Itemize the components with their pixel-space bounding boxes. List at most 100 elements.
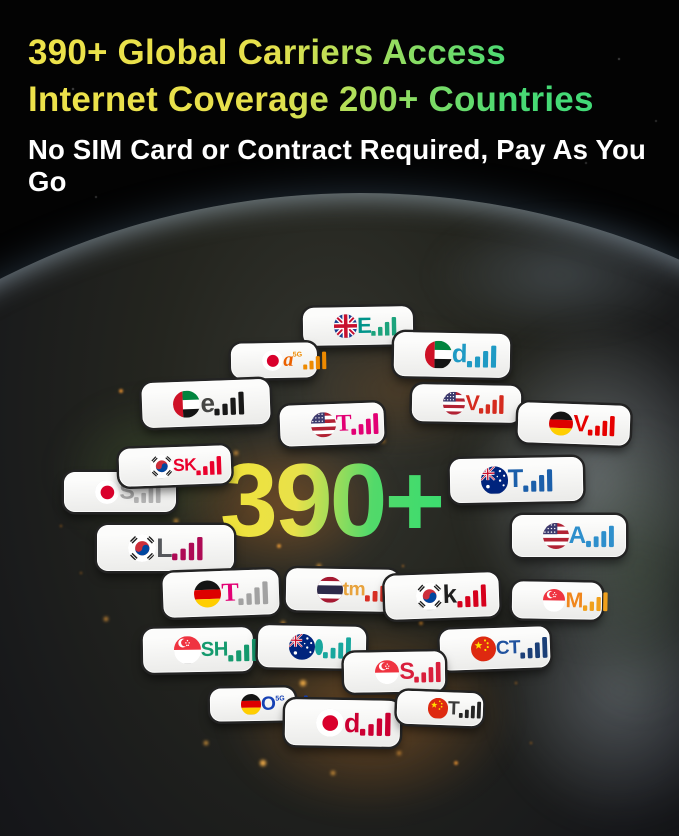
- signal-strength: [479, 394, 505, 415]
- kr-flag-icon: [149, 454, 174, 479]
- carrier-label: T: [220, 577, 239, 608]
- signal-bars-icon: [414, 660, 442, 683]
- carrier-badge-m1: M: [511, 581, 608, 620]
- carrier-label: k: [442, 580, 457, 610]
- carrier-badge-vodafone: V: [517, 402, 631, 446]
- carrier-badge-docomo: d: [284, 699, 401, 747]
- signal-strength: [134, 481, 161, 503]
- headline-line1: 390+ Global Carriers Access: [28, 30, 669, 77]
- signal-strength: [214, 390, 245, 416]
- us-flag-icon: [442, 391, 466, 415]
- carrier-label: V: [572, 410, 589, 437]
- headline-line2: Internet Coverage 200+ Countries: [28, 77, 669, 124]
- carrier-label: SH: [200, 638, 229, 661]
- carrier-badge-singtel: S: [343, 651, 446, 693]
- signal-bars-icon: [456, 582, 487, 608]
- signal-strength: [228, 637, 258, 662]
- signal-strength: [466, 343, 497, 368]
- carrier-label: CT: [495, 636, 521, 659]
- kr-flag-icon: [127, 533, 157, 563]
- carrier-label: T: [335, 409, 352, 437]
- signal-bars-icon: [585, 524, 615, 548]
- sg-flag-icon: [173, 636, 202, 665]
- carrier-label: SK: [172, 454, 197, 476]
- ae-flag-icon: [172, 389, 201, 419]
- carrier-badge-ee: E: [302, 306, 414, 346]
- us-flag-icon: [542, 522, 569, 550]
- carrier-badge-starhub: SH: [142, 627, 258, 673]
- signal-bars-icon: [351, 412, 380, 436]
- signal-strength: [351, 412, 380, 436]
- sg-flag-icon: [374, 659, 400, 685]
- signal-strength: [585, 524, 615, 548]
- signal-strength: [588, 414, 616, 437]
- carrier-label: tm: [342, 579, 366, 601]
- signal-strength: [458, 700, 482, 719]
- jp-flag-icon: [94, 479, 120, 505]
- carrier-badge-t-mobile: T: [279, 402, 385, 447]
- carrier-count: 390+: [220, 443, 445, 559]
- signal-bars-icon: [214, 390, 245, 416]
- carrier-badge-att: A: [512, 515, 626, 557]
- carrier-badge-au-kddi: a 5G: [230, 342, 327, 379]
- jp-flag-icon: [315, 708, 345, 738]
- signal-bars-icon: [359, 711, 392, 737]
- signal-bars-icon: [479, 394, 505, 415]
- signal-strength: [523, 467, 553, 492]
- signal-strength: [456, 582, 487, 608]
- carrier-label: M: [565, 587, 584, 613]
- carrier-badge-lg-uplus: L: [97, 525, 234, 571]
- signal-strength: [520, 635, 549, 659]
- signal-bars-icon: [134, 481, 161, 503]
- signal-strength: [414, 660, 442, 683]
- carrier-label: S: [399, 658, 415, 685]
- signal-bars-icon: [523, 467, 553, 492]
- signal-bars-icon: [466, 343, 497, 368]
- signal-bars-icon: [582, 591, 609, 612]
- carrier-label: L: [156, 532, 173, 563]
- subtitle: No SIM Card or Contract Required, Pay As…: [28, 133, 646, 197]
- signal-strength: [238, 579, 269, 606]
- signal-strength: [172, 535, 203, 561]
- carrier-badge-du: d: [393, 331, 511, 379]
- carrier-badge-o2: O 5G: [209, 687, 308, 722]
- carrier-badge-china-telecom: CT: [439, 626, 551, 671]
- carrier-label: T: [447, 698, 460, 720]
- carrier-badge-telekom: T: [162, 568, 280, 619]
- signal-bars-icon: [371, 315, 397, 337]
- signal-bars-icon: [172, 535, 203, 561]
- signal-bars-icon: [520, 635, 549, 659]
- signal-strength: [322, 636, 351, 660]
- signal-bars-icon: [238, 579, 269, 606]
- signal-bars-icon: [588, 414, 616, 437]
- au-flag-icon: [288, 633, 315, 661]
- carrier-label: e: [199, 388, 215, 419]
- signal-bars-icon: [303, 350, 327, 370]
- ae-flag-icon: [424, 340, 453, 369]
- carrier-label: d: [451, 340, 468, 369]
- th-flag-icon: [316, 576, 343, 604]
- cn-flag-icon: [427, 697, 449, 719]
- carrier-badge-sk-telecom: SK: [118, 445, 232, 487]
- uk-flag-icon: [333, 314, 358, 339]
- signal-bars-icon: [458, 700, 482, 719]
- signal-bars-icon: [196, 454, 223, 476]
- sg-flag-icon: [542, 588, 566, 613]
- signal-strength: [582, 591, 609, 612]
- carrier-label: d: [343, 707, 361, 738]
- carrier-label: V: [465, 390, 480, 415]
- carrier-label: O: [260, 693, 276, 715]
- carrier-badge-verizon: V: [411, 384, 522, 423]
- signal-strength: [359, 711, 392, 737]
- signal-strength: [371, 315, 397, 337]
- carrier-badge-truemove: tm: [285, 568, 400, 612]
- carrier-badge-telstra: T: [449, 456, 584, 504]
- 5g-label: 5G: [292, 351, 303, 359]
- kr-flag-icon: [415, 582, 444, 611]
- de-flag-icon: [193, 579, 222, 609]
- carrier-label: E: [356, 312, 372, 338]
- de-flag-icon: [548, 410, 574, 437]
- us-flag-icon: [310, 411, 337, 438]
